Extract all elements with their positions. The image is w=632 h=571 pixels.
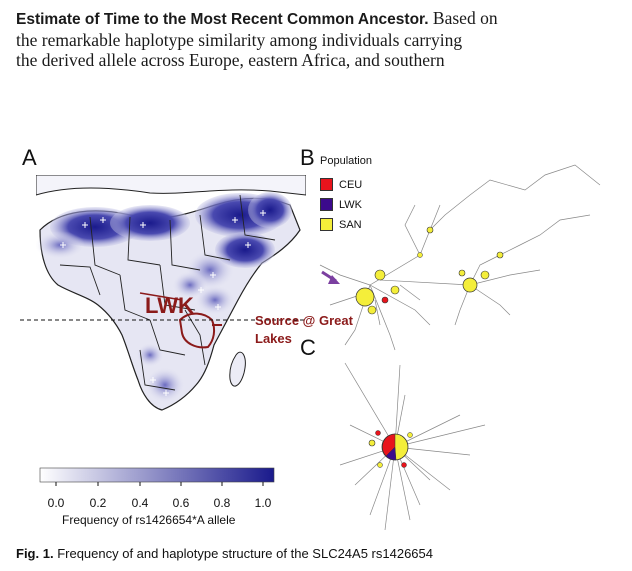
panel-label-a: A [22, 145, 37, 170]
source-annotation-line-1: Source @ Great [255, 313, 353, 328]
paragraph-line-1: Estimate of Time to the Most Recent Comm… [16, 8, 616, 30]
scale-tick: 0.6 [172, 496, 190, 510]
legend-swatch-lwk [320, 198, 333, 211]
scale-tick: 0.2 [89, 496, 107, 510]
paragraph-line-1-rest: Based on [432, 8, 498, 28]
paragraph-line-2: the remarkable haplotype similarity amon… [16, 30, 463, 50]
caption-figure-number: Fig. 1. [16, 546, 54, 561]
figure-1: A B C Population CEU LWK SAN LWK Source … [0, 135, 632, 545]
figure-caption: Fig. 1. Frequency of and haplotype struc… [16, 546, 433, 561]
scale-tick: 0.8 [213, 496, 231, 510]
scale-tick: 1.0 [254, 496, 272, 510]
legend-item-san: SAN [320, 218, 362, 231]
legend-label-ceu: CEU [339, 178, 363, 191]
scale-tick: 0.0 [47, 496, 65, 510]
paragraph-lead: Estimate of Time to the Most Recent Comm… [16, 11, 429, 28]
paragraph-line-3: the derived allele across Europe, easter… [16, 50, 445, 70]
body-paragraph: Estimate of Time to the Most Recent Comm… [16, 8, 616, 70]
legend-label-san: SAN [339, 218, 362, 231]
lwk-annotation: LWK [145, 293, 194, 318]
panel-label-b: B [300, 145, 315, 170]
legend-title: Population [320, 155, 372, 167]
panel-label-c: C [300, 335, 316, 360]
legend-swatch-ceu [320, 178, 333, 191]
caption-text: Frequency of and haplotype structure of … [57, 546, 433, 561]
legend-label-lwk: LWK [339, 198, 363, 211]
source-annotation-line-2: Lakes [255, 331, 292, 346]
africa-frequency-map [20, 164, 601, 531]
legend-item-lwk: LWK [320, 198, 362, 211]
legend-item-ceu: CEU [320, 178, 362, 191]
scale-tick: 0.4 [131, 496, 149, 510]
scale-label: Frequency of rs1426654*A allele [62, 513, 236, 527]
legend-swatch-san [320, 218, 333, 231]
